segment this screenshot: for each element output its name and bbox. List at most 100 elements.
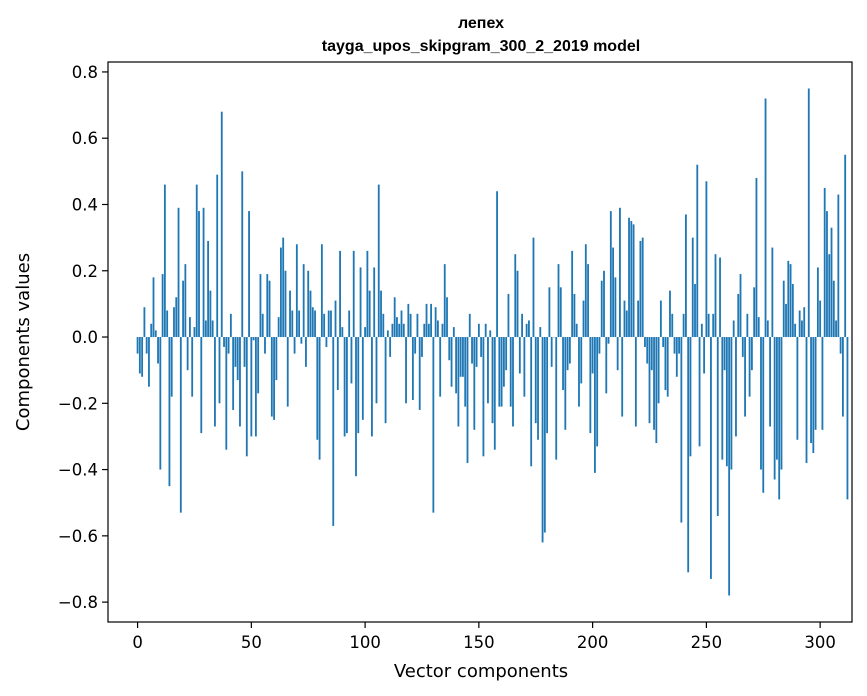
bar (516, 270, 519, 338)
bar (357, 337, 360, 434)
bar (532, 237, 535, 338)
bar (796, 337, 799, 440)
bar (204, 320, 207, 338)
bar (402, 323, 405, 338)
bar (480, 337, 483, 357)
bar (430, 303, 432, 338)
bar (593, 337, 596, 473)
bar (462, 337, 464, 377)
bar (336, 337, 339, 391)
bar (179, 337, 182, 513)
bar (207, 240, 210, 338)
bar (311, 307, 314, 338)
bar (250, 337, 253, 437)
x-axis-label: Vector components (394, 661, 568, 682)
bar (254, 337, 257, 437)
bar (659, 300, 662, 338)
bar (703, 337, 706, 374)
bar (163, 184, 166, 338)
bar (509, 337, 512, 407)
bar (725, 337, 728, 467)
bar (229, 313, 232, 338)
bar (416, 313, 419, 338)
bar (803, 307, 806, 338)
bar (371, 337, 373, 437)
bar (175, 297, 178, 338)
bar (484, 323, 487, 338)
bar (669, 290, 671, 338)
y-tick-label: −0.6 (58, 527, 98, 546)
bar (794, 323, 797, 338)
bar (282, 237, 285, 338)
bar (418, 337, 421, 410)
bar (787, 260, 790, 338)
bar (270, 337, 273, 417)
x-tick-label: 50 (241, 633, 262, 652)
bar (320, 244, 323, 338)
bar (846, 337, 849, 500)
bar (482, 337, 485, 457)
bar (459, 337, 462, 377)
bar (434, 307, 437, 338)
x-tick-label: 150 (463, 633, 495, 652)
bar (691, 237, 694, 338)
bar (348, 310, 351, 338)
bar (753, 287, 756, 338)
bar (653, 337, 655, 430)
bar (566, 337, 569, 371)
bar (844, 154, 847, 338)
bar (239, 337, 241, 427)
bar (443, 264, 446, 338)
bar (625, 310, 628, 338)
bar (148, 337, 150, 387)
bar (714, 254, 717, 338)
bar (782, 280, 785, 338)
bar (819, 300, 822, 338)
bar (373, 267, 376, 338)
bar (295, 244, 298, 338)
bar (655, 337, 658, 444)
bar (728, 337, 731, 596)
bar (359, 267, 362, 338)
bar (318, 337, 321, 460)
x-tick-label: 100 (349, 633, 381, 652)
bar (546, 337, 549, 434)
bar (198, 211, 200, 338)
bar (687, 337, 690, 573)
bar (507, 293, 510, 338)
bar (575, 323, 578, 338)
bar (232, 337, 235, 410)
bar (368, 290, 371, 338)
bar (523, 337, 526, 397)
bar (273, 337, 275, 420)
bar (473, 337, 476, 430)
y-tick-label: −0.4 (58, 461, 98, 480)
bar (757, 317, 760, 338)
bar (216, 174, 219, 338)
bar (530, 337, 533, 467)
bar (141, 337, 144, 377)
bar (289, 290, 291, 338)
bar (471, 337, 473, 364)
bar (634, 337, 637, 427)
bar (685, 214, 687, 338)
bar (762, 337, 765, 493)
bar (441, 323, 444, 338)
bar (136, 337, 139, 354)
x-tick-label: 250 (691, 633, 723, 652)
bar (821, 337, 824, 430)
bar (839, 337, 842, 354)
bar (152, 277, 155, 338)
bar (534, 337, 537, 424)
bar (168, 337, 171, 487)
bar (700, 323, 703, 338)
bar (766, 320, 769, 338)
bar (393, 297, 396, 338)
bar (421, 337, 423, 357)
bar (710, 337, 712, 579)
bar (698, 337, 701, 447)
bar (259, 274, 262, 338)
bar (816, 267, 819, 338)
bar (764, 98, 767, 338)
bar (830, 227, 833, 338)
